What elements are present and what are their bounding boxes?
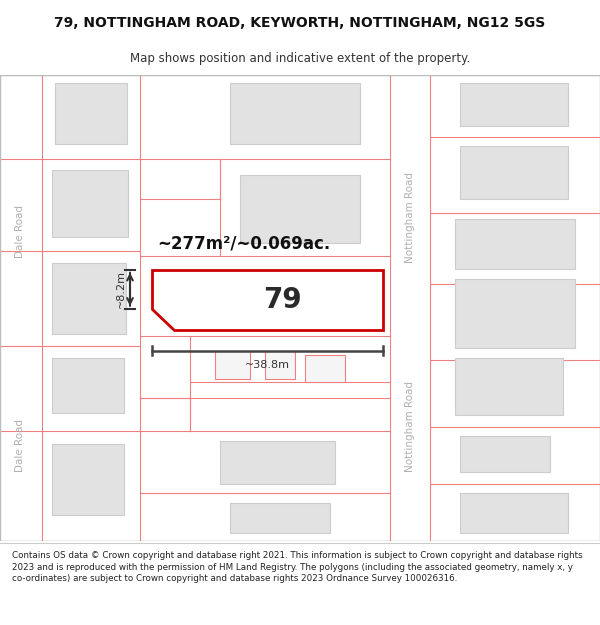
Bar	[455, 219, 575, 269]
Bar	[460, 493, 568, 533]
Text: ~38.8m: ~38.8m	[245, 360, 290, 370]
Bar	[455, 358, 563, 415]
Bar	[240, 175, 360, 243]
Text: 79, NOTTINGHAM ROAD, KEYWORTH, NOTTINGHAM, NG12 5GS: 79, NOTTINGHAM ROAD, KEYWORTH, NOTTINGHA…	[55, 16, 545, 31]
Bar	[52, 263, 126, 334]
Bar	[220, 441, 335, 484]
Text: Nottingham Road: Nottingham Road	[405, 381, 415, 472]
Text: Dale Road: Dale Road	[15, 419, 25, 472]
Polygon shape	[152, 270, 383, 329]
Bar	[390, 75, 430, 541]
Text: ~8.2m: ~8.2m	[116, 270, 126, 308]
Text: Dale Road: Dale Road	[15, 205, 25, 258]
Bar	[52, 444, 124, 515]
Bar	[230, 82, 360, 144]
Text: 79: 79	[263, 286, 302, 314]
Bar	[52, 358, 124, 413]
Text: Nottingham Road: Nottingham Road	[405, 172, 415, 263]
Bar	[460, 436, 550, 472]
Bar	[215, 351, 250, 379]
Bar	[0, 75, 42, 541]
Text: ~277m²/~0.069ac.: ~277m²/~0.069ac.	[157, 234, 330, 253]
Bar	[265, 351, 295, 379]
Bar	[230, 503, 330, 533]
Text: Contains OS data © Crown copyright and database right 2021. This information is : Contains OS data © Crown copyright and d…	[12, 551, 583, 583]
Bar	[460, 146, 568, 199]
Text: Map shows position and indicative extent of the property.: Map shows position and indicative extent…	[130, 52, 470, 65]
Bar	[305, 356, 345, 382]
Bar	[52, 170, 128, 236]
Bar	[460, 82, 568, 126]
Bar	[55, 82, 127, 144]
Bar	[455, 279, 575, 348]
